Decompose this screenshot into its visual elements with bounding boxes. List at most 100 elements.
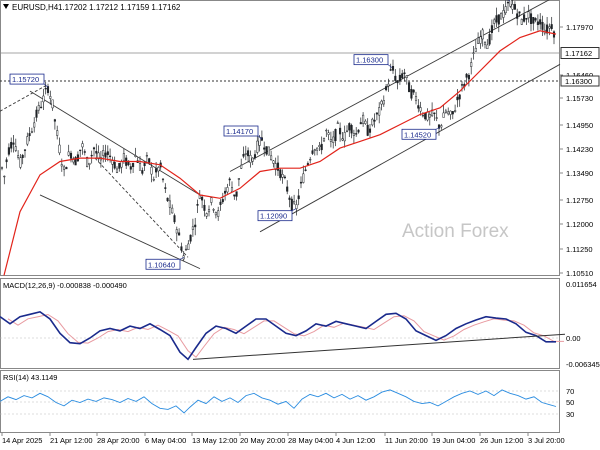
candle [293,194,296,205]
candle [431,102,434,117]
candle [352,129,355,144]
price-tick: 1.10510 [566,269,593,278]
rsi-tick-50: 50 [566,398,574,407]
candle [297,188,300,206]
trendline [259,63,561,233]
candle [132,162,135,173]
candle [437,124,441,136]
svg-text:1.15720: 1.15720 [12,75,39,84]
candle [35,106,38,122]
candle [458,93,461,107]
candle [237,178,240,187]
candle [226,183,229,194]
candle [187,240,190,250]
candle [513,1,516,11]
candle [99,150,102,168]
price-axis: 1.179701.164601.157301.149501.142301.134… [560,23,593,278]
candle [180,242,183,253]
candle [366,118,369,137]
candle [364,119,367,125]
candle [58,137,61,156]
dropdown-triangle-icon[interactable] [3,4,9,9]
rsi-tick-70: 70 [566,387,574,396]
candle [164,183,167,193]
candle [329,131,332,148]
candle [345,125,349,133]
rsi-title: RSI(14) 43.1149 [3,373,57,382]
price-label: 1.10640 [145,256,185,270]
candle [79,149,82,158]
candle [311,145,314,156]
candle [543,23,546,36]
time-tick: 28 Apr 20:00 [97,436,140,445]
price-label: 1.16300 [353,54,393,68]
candle [502,4,505,24]
candle [536,14,539,31]
candle [417,99,420,113]
macd-line [0,311,556,361]
candle [129,163,132,174]
candle [497,14,500,33]
candle [449,110,452,120]
candle [362,112,365,127]
candle [242,146,245,159]
candle [194,217,197,236]
candle [230,181,234,193]
candle [320,136,323,155]
candle [49,90,52,105]
candle [217,206,220,221]
trendline [29,90,201,196]
candle [189,234,192,244]
candle [166,197,169,202]
candle [161,178,165,183]
candle [426,108,429,122]
price-tick: 1.14950 [566,121,593,130]
candle [249,150,252,168]
time-tick: 13 May 12:00 [192,436,237,445]
candle [523,6,526,23]
candle [516,8,519,26]
candle [267,146,270,156]
candle [33,117,36,133]
candle [532,17,535,31]
price-tick: 1.14230 [566,145,593,154]
candle [470,57,473,75]
candle [109,148,112,163]
candle [40,100,43,109]
candle [12,135,15,153]
candle [201,194,204,209]
time-tick: 14 Apr 2025 [2,436,42,445]
candle [7,143,10,157]
price-labels: 1.18290 1.16300 1.15720 1.14170 1.14520 1.120… [9,0,511,270]
candle [435,110,438,122]
candle [51,99,54,111]
candle [403,68,406,82]
candle [339,122,342,142]
rsi-line [0,389,557,414]
time-tick: 3 Jul 20:00 [528,436,565,445]
price-label: 1.12090 [257,208,297,222]
candle [175,226,178,242]
candle [552,30,556,45]
candle [279,168,282,181]
candle [327,129,330,141]
candle [341,131,344,142]
candle [42,88,45,110]
candle [81,140,84,155]
time-axis: 14 Apr 2025 21 Apr 12:00 28 Apr 20:00 6 May… [1,433,565,445]
candle [92,146,96,157]
candle [221,192,224,205]
price-tick: 1.12750 [566,196,593,205]
time-tick: 11 Jun 20:00 [385,436,428,445]
candle [281,169,284,184]
svg-text:1.12090: 1.12090 [260,212,287,221]
candle [283,175,286,180]
candle [539,13,542,30]
candle [56,125,59,140]
candle [336,120,339,124]
candle [23,149,27,158]
time-tick: 20 May 20:00 [240,436,285,445]
candle [371,117,374,127]
price-candles [0,0,556,261]
